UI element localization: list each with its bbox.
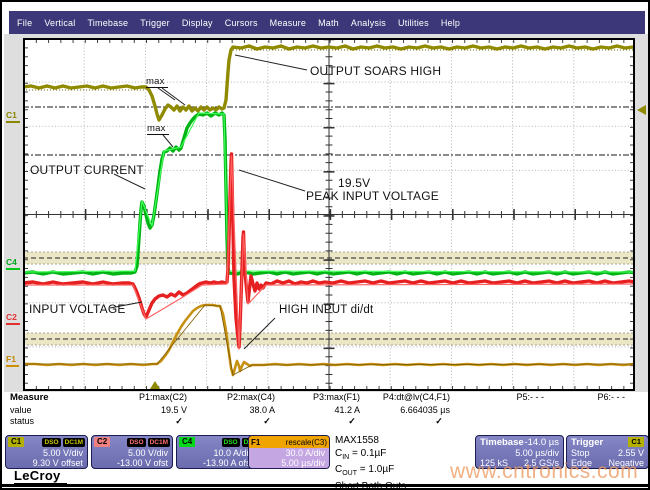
c1-badge-dso: DSO (42, 437, 61, 447)
menu-cursors[interactable]: Cursors (224, 17, 258, 28)
measure-value-label: value (10, 405, 32, 415)
f1-function: rescale(C3) (285, 437, 327, 447)
menu-timebase[interactable]: Timebase (87, 17, 129, 28)
annotation-max-c1: max (146, 76, 168, 88)
channel-marker-c2[interactable]: C2 (6, 313, 20, 325)
f1-trace (23, 303, 636, 377)
annotation-max-c4: max (147, 123, 169, 135)
channel-box-c2[interactable]: C2 DSO DC1M 5.00 V/div -13.00 V ofst (91, 435, 173, 469)
menu-help[interactable]: Help (440, 17, 461, 28)
param-p1-name[interactable]: P1:max(C2) (138, 392, 187, 402)
menu-file[interactable]: File (17, 17, 33, 28)
menu-utilities[interactable]: Utilities (398, 17, 429, 28)
note-cin: CIN = 0.1µF (335, 447, 387, 461)
param-p4-name[interactable]: P4:dt@lv(C4,F1) (382, 392, 450, 402)
channel-marker-f1[interactable]: F1 (6, 355, 19, 367)
lecroy-logo: LeCroy (14, 468, 67, 485)
measure-label: Measure (10, 392, 49, 403)
c2-trace (22, 152, 636, 350)
timebase-samples: 125 kS (480, 458, 509, 468)
center-axes (23, 38, 635, 391)
circuit-notes: MAX1558 CIN = 0.1µF COUT = 1.0µF Short B… (335, 435, 406, 488)
timebase-delay: -14.0 µs (524, 436, 559, 448)
c1-trace (22, 44, 635, 122)
annotation-peak-input-voltage: PEAK INPUT VOLTAGE (306, 189, 439, 203)
trigger-source-chip: C1 (628, 437, 644, 447)
param-p2-name[interactable]: P2:max(C4) (226, 392, 275, 402)
menu-display[interactable]: Display (181, 17, 213, 28)
param-p3-status: ✓ (348, 416, 356, 426)
timebase-box[interactable]: Timebase -14.0 µs 5.00 µs/div 125 kS 2.5… (475, 435, 564, 469)
menu-measure[interactable]: Measure (269, 17, 307, 28)
graticule (22, 38, 636, 391)
trigger-slope: Negative (608, 458, 644, 468)
param-p1-value: 19.5 V (160, 405, 187, 415)
c1-scale: 5.00 V/div (42, 448, 83, 458)
param-p4-status: ✓ (435, 416, 443, 426)
channel-box-c1[interactable]: C1 DSO DC1M 5.00 V/div 9.30 V offset (5, 435, 88, 469)
c2-badge-coupling: DC1M (147, 437, 170, 447)
f1-chip: F1 (251, 437, 261, 447)
menu-trigger[interactable]: Trigger (140, 17, 170, 28)
trigger-mode: Stop (571, 448, 590, 458)
param-p4-value: 6.664035 µs (400, 405, 450, 415)
annotation-input-voltage: INPUT VOLTAGE (29, 302, 126, 316)
channel-box-f1[interactable]: F1 rescale(C3) 30.0 A/div 5.00 µs/div (248, 435, 330, 469)
c1-chip: C1 (8, 437, 25, 447)
trigger-box[interactable]: Trigger C1 Stop 2.55 V Edge Negative (566, 435, 648, 469)
c1-offset: 9.30 V offset (32, 458, 83, 468)
param-p1-status: ✓ (175, 416, 183, 426)
menu-analysis[interactable]: Analysis (350, 17, 386, 28)
annotation-output-soars-high: OUTPUT SOARS HIGH (310, 64, 442, 78)
timebase-title: Timebase (480, 436, 524, 448)
trigger-level: 2.55 V (617, 448, 644, 458)
c2-badge-dso: DSO (127, 437, 146, 447)
menu-vertical[interactable]: Vertical (44, 17, 76, 28)
param-p2-status: ✓ (263, 416, 271, 426)
c4-offset: -13.90 A ofst (202, 458, 253, 468)
c4-badge-dso: DSO (221, 437, 240, 447)
channel-marker-c1[interactable]: C1 (6, 111, 20, 123)
param-p3-value: 41.2 A (334, 405, 360, 415)
c4-scale: 10.0 A/div (213, 448, 253, 458)
annotation-peak-value: 19.5V (338, 176, 371, 190)
trigger-type: Edge (571, 458, 593, 468)
menu-bar: File Vertical Timebase Trigger Display C… (9, 11, 645, 34)
annotation-output-current: OUTPUT CURRENT (30, 163, 144, 177)
trigger-level-marker[interactable] (637, 105, 646, 115)
annotation-leaders (109, 54, 308, 350)
timebase-rate: 2.5 GS/s (523, 458, 559, 468)
param-p2-value: 38.0 A (249, 405, 275, 415)
trigger-position-marker[interactable] (150, 381, 160, 389)
c4-chip: C4 (179, 437, 196, 447)
annotation-high-input-didt: HIGH INPUT di/dt (279, 304, 374, 316)
bottom-divider (2, 484, 648, 487)
channel-box-c4[interactable]: C4 DSO DC 10.0 A/div -13.90 A ofst (176, 435, 258, 469)
c2-chip: C2 (94, 437, 111, 447)
note-cout: COUT = 1.0µF (335, 464, 395, 477)
c2-offset: -13.00 V ofst (116, 458, 168, 468)
channel-marker-c4[interactable]: C4 (6, 258, 20, 270)
param-p3-name[interactable]: P3:max(F1) (312, 392, 360, 402)
grid-frame (23, 38, 635, 391)
f1-timebase: 5.00 µs/div (281, 458, 325, 468)
trigger-title: Trigger (571, 436, 604, 448)
note-part-number: MAX1558 (335, 435, 379, 446)
f1-scale: 30.0 A/div (285, 448, 325, 458)
measure-status-label: status (10, 416, 35, 426)
timebase-scale: 5.00 µs/div (515, 448, 559, 458)
menu-math[interactable]: Math (318, 17, 339, 28)
c1-badge-coupling: DC1M (62, 437, 85, 447)
c2-scale: 5.00 V/div (127, 448, 168, 458)
param-p5-name[interactable]: P5:- - - (516, 392, 544, 402)
param-p6-name[interactable]: P6:- - - (597, 392, 625, 402)
